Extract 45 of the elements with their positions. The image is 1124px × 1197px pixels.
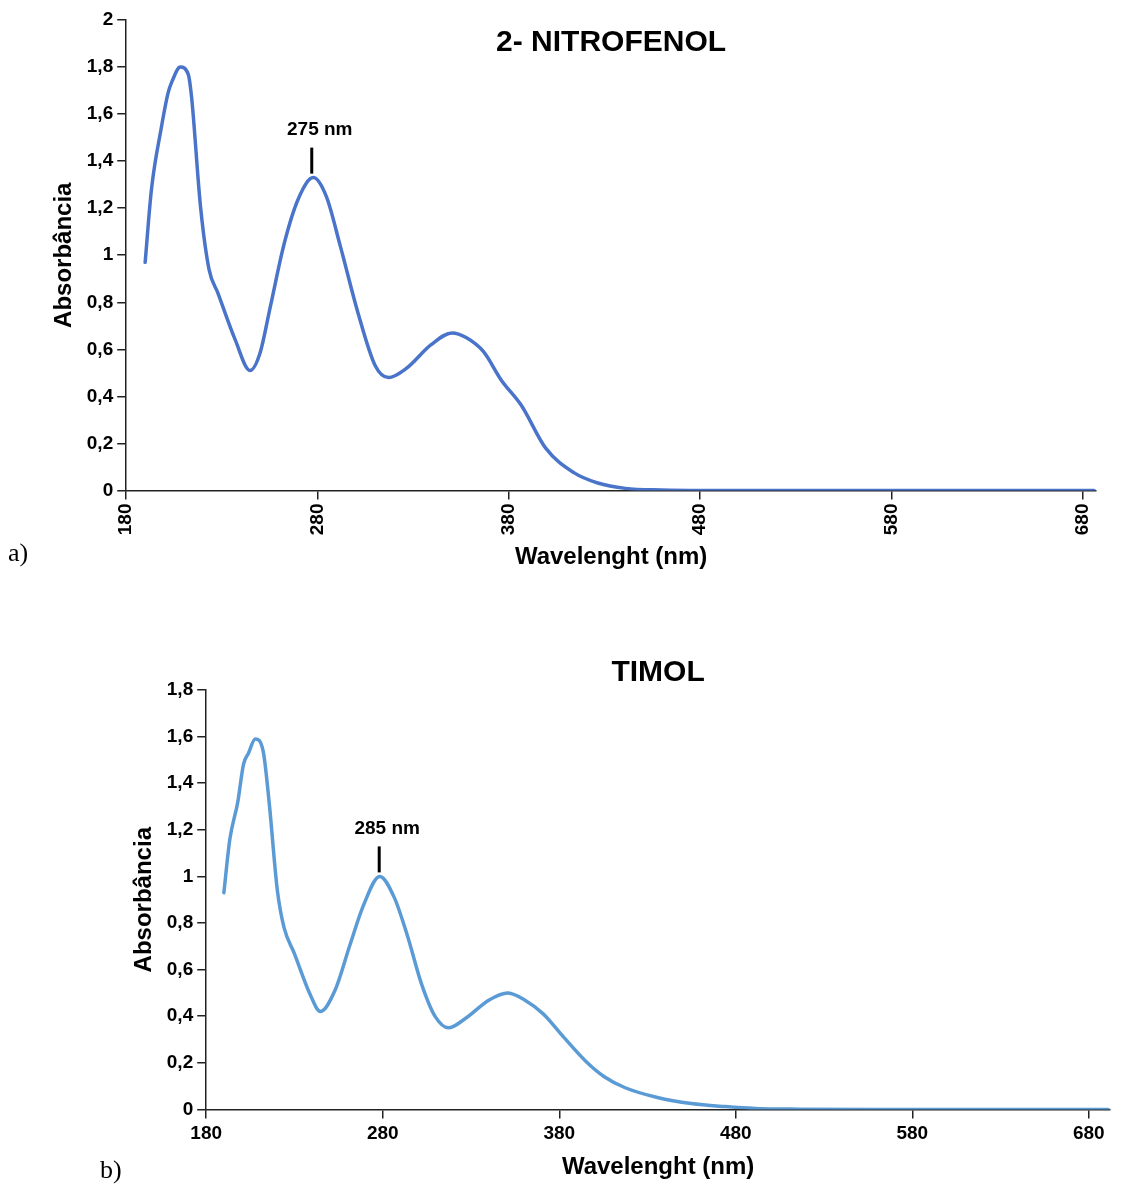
y-axis-title: Absorbância bbox=[129, 826, 157, 973]
y-tick-label: 1,4 bbox=[86, 149, 114, 171]
chart-title: 2- NITROFENOL bbox=[496, 24, 727, 58]
x-axis-title: Wavelenght (nm) bbox=[561, 1152, 755, 1180]
y-tick-label: 0 bbox=[102, 478, 114, 500]
text: b) bbox=[100, 1155, 122, 1185]
chart-title: TIMOL bbox=[611, 654, 705, 688]
y-tick-label: 2 bbox=[102, 8, 114, 30]
y-tick-label: 1,4 bbox=[166, 771, 194, 793]
y-tick-label: 0,4 bbox=[166, 1004, 194, 1026]
y-tick-label: 0,8 bbox=[86, 290, 114, 312]
y-tick-label: 0,6 bbox=[166, 957, 194, 979]
text: a) bbox=[8, 538, 29, 568]
x-tick-label: 180 bbox=[114, 503, 136, 536]
x-tick-label: 380 bbox=[543, 1122, 576, 1144]
y-tick-label: 0,2 bbox=[166, 1051, 194, 1073]
line-series bbox=[143, 65, 1096, 491]
y-tick-label: 0,6 bbox=[86, 337, 114, 359]
y-tick-label: 1 bbox=[102, 243, 114, 265]
y-tick-label: 0 bbox=[182, 1097, 194, 1119]
x-tick-label: 480 bbox=[719, 1122, 752, 1144]
y-tick-label: 1,6 bbox=[86, 102, 114, 124]
y-tick-label: 0,8 bbox=[166, 911, 194, 933]
line-series bbox=[222, 737, 1110, 1110]
y-axis-title: Absorbância bbox=[49, 181, 77, 328]
x-axis-title: Wavelenght (nm) bbox=[514, 542, 708, 570]
annotation: 275 nm bbox=[287, 118, 353, 140]
y-tick-label: 1,2 bbox=[86, 196, 114, 218]
y-tick-label: 1,8 bbox=[166, 678, 194, 700]
x-tick-label: 380 bbox=[497, 503, 519, 536]
x-tick-label: 680 bbox=[1072, 1122, 1105, 1144]
x-tick-label: 480 bbox=[688, 503, 710, 536]
y-tick-label: 1,8 bbox=[86, 55, 114, 77]
y-tick-label: 0,2 bbox=[86, 431, 114, 453]
x-tick-label: 180 bbox=[190, 1122, 223, 1144]
y-tick-label: 1,6 bbox=[166, 724, 194, 746]
x-tick-label: 680 bbox=[1070, 503, 1092, 536]
x-tick-label: 280 bbox=[305, 503, 327, 536]
y-tick-label: 0,4 bbox=[86, 384, 114, 406]
x-tick-label: 580 bbox=[896, 1122, 929, 1144]
y-tick-label: 1,2 bbox=[166, 818, 194, 840]
y-tick-label: 1 bbox=[182, 864, 194, 886]
x-tick-label: 580 bbox=[879, 503, 901, 536]
x-tick-label: 280 bbox=[366, 1122, 399, 1144]
annotation: 285 nm bbox=[354, 817, 420, 839]
